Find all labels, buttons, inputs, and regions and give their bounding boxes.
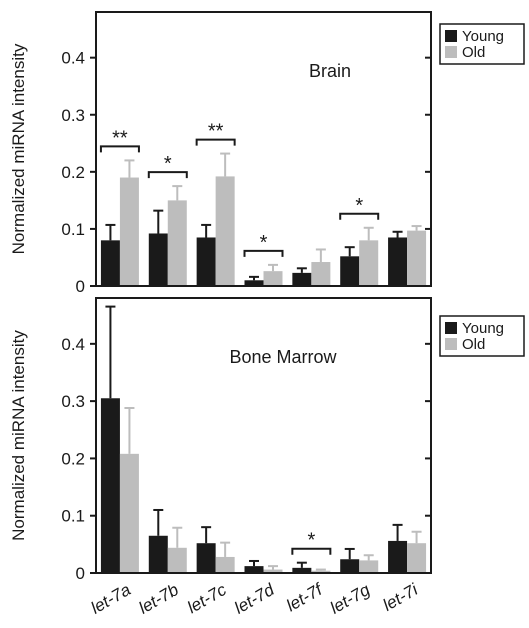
significance-bracket-let-7f	[291, 547, 332, 555]
bar-young-let-7c	[196, 543, 216, 573]
significance-bracket-let-7b	[147, 171, 188, 179]
bar-young-let-7i	[388, 237, 408, 286]
bar-young-let-7b	[148, 535, 168, 573]
significance-bracket-let-7d	[243, 249, 284, 257]
significance-bracket-let-7c	[195, 138, 236, 146]
y-tick-label: 0.2	[61, 449, 85, 468]
legend-label-young: Young	[462, 28, 504, 45]
significance-marker-let-7g: *	[355, 195, 363, 217]
y-tick-label: 0	[76, 277, 85, 296]
y-tick-label: 0.3	[61, 392, 85, 411]
bar-young-let-7f	[292, 567, 312, 573]
bar-young-let-7c	[196, 237, 216, 286]
x-tick-label-let-7b: let-7b	[135, 580, 181, 618]
significance-marker-let-7a: **	[112, 127, 128, 149]
plot-frame	[95, 11, 432, 287]
bar-old-let-7c	[215, 176, 235, 286]
bar-old-let-7d	[263, 569, 283, 573]
panel-annotation: Brain	[309, 61, 351, 81]
y-axis-label: Normalized miRNA intensity	[9, 43, 28, 254]
significance-bracket-let-7a	[99, 145, 140, 153]
x-tick-label-let-7f: let-7f	[283, 579, 327, 615]
bar-old-let-7d	[263, 271, 283, 286]
bar-old-let-7b	[167, 200, 187, 286]
bar-old-let-7f	[311, 262, 331, 286]
y-tick-label: 0	[76, 564, 85, 583]
legend-swatch-young	[445, 30, 457, 42]
y-tick-label: 0.2	[61, 163, 85, 182]
x-tick-label-let-7i: let-7i	[380, 579, 422, 614]
bar-old-let-7a	[119, 177, 139, 286]
x-tick-label-let-7g: let-7g	[327, 580, 374, 618]
legend-swatch-old	[445, 338, 457, 350]
y-tick-label: 0.3	[61, 106, 85, 125]
chart-panel-2: * 0 0.1 0.2 0.3 0.4 Normalized miRNA intensity…	[9, 297, 525, 618]
significance-bracket-let-7g	[339, 212, 380, 220]
x-tick-label-let-7d: let-7d	[231, 580, 278, 618]
bar-young-let-7i	[388, 540, 408, 573]
bar-old-let-7a	[119, 453, 139, 573]
bar-young-let-7f	[292, 272, 312, 286]
significance-marker-let-7d: *	[260, 232, 268, 254]
bar-old-let-7c	[215, 556, 235, 573]
legend-swatch-old	[445, 46, 457, 58]
bar-old-let-7i	[407, 543, 427, 573]
legend-swatch-young	[445, 322, 457, 334]
x-tick-label-let-7a: let-7a	[88, 580, 134, 618]
significance-marker-let-7c: **	[208, 121, 224, 143]
legend-label-old: Old	[462, 44, 485, 61]
bar-young-let-7a	[100, 240, 120, 286]
y-tick-label: 0.4	[61, 49, 85, 68]
significance-marker-let-7b: *	[164, 153, 172, 175]
y-axis-label: Normalized miRNA intensity	[9, 330, 28, 541]
bar-old-let-7f	[311, 570, 331, 573]
bar-young-let-7d	[244, 280, 264, 286]
bar-young-let-7g	[340, 256, 360, 286]
y-tick-label: 0.4	[61, 335, 85, 354]
y-tick-label: 0.1	[61, 507, 85, 526]
bar-young-let-7g	[340, 559, 360, 573]
bar-old-let-7i	[407, 230, 427, 286]
bar-old-let-7b	[167, 547, 187, 573]
y-tick-label: 0.1	[61, 220, 85, 239]
bar-young-let-7a	[100, 398, 120, 573]
panel-annotation: Bone Marrow	[229, 347, 337, 367]
significance-marker-let-7f: *	[307, 530, 315, 552]
x-tick-label-let-7c: let-7c	[184, 580, 230, 617]
legend-label-young: Young	[462, 320, 504, 337]
bar-old-let-7g	[359, 240, 379, 286]
bar-old-let-7g	[359, 560, 379, 573]
bar-young-let-7b	[148, 233, 168, 286]
bar-young-let-7d	[244, 566, 264, 573]
plot-frame	[95, 297, 432, 574]
legend-label-old: Old	[462, 336, 485, 353]
